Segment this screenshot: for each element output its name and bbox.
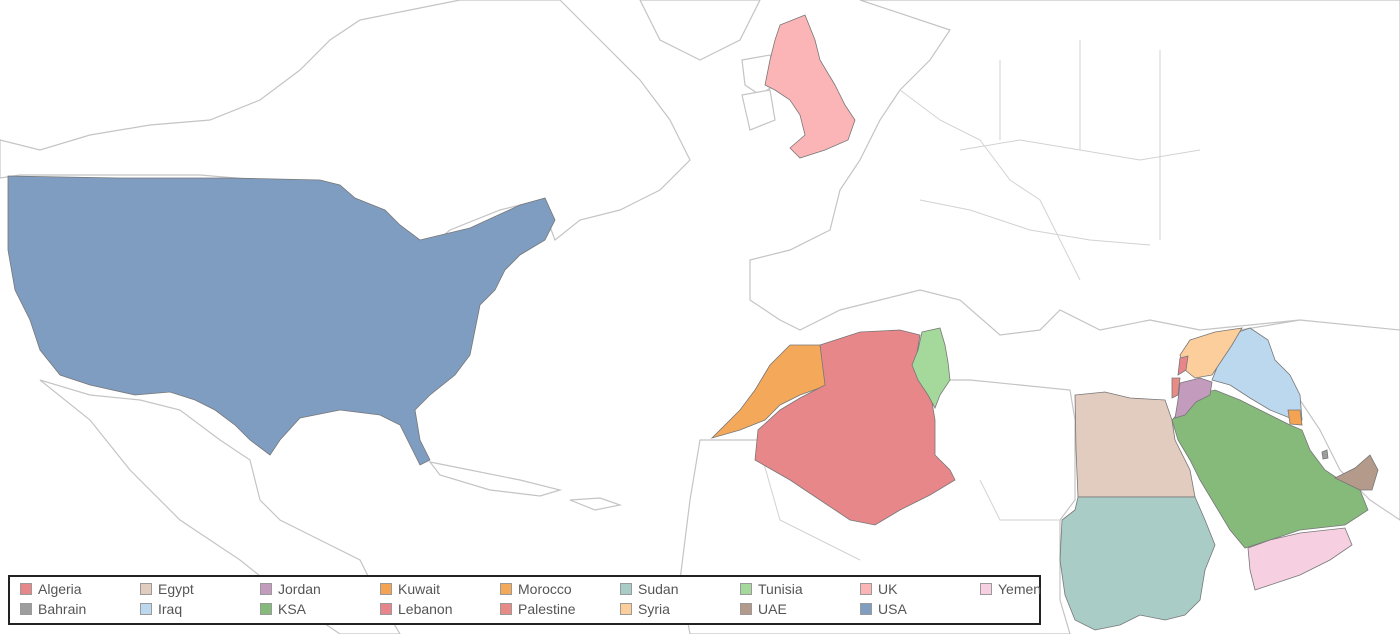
uk-region[interactable] <box>764 14 856 159</box>
legend-item-morocco[interactable]: Morocco <box>500 580 572 598</box>
legend-label: Palestine <box>518 601 576 617</box>
kuwait-region[interactable] <box>1287 409 1303 426</box>
legend-item-iraq[interactable]: Iraq <box>140 600 182 618</box>
legend-label: USA <box>878 601 907 617</box>
legend-label: Iraq <box>158 601 183 617</box>
usa-region[interactable] <box>7 175 556 466</box>
legend: Algeria Egypt Jordan Kuwait Morocco Sudan Tuni… <box>8 575 1041 625</box>
legend-swatch <box>260 583 272 595</box>
legend-swatch <box>500 583 512 595</box>
legend-item-uk[interactable]: UK <box>860 580 897 598</box>
legend-item-tunisia[interactable]: Tunisia <box>740 580 803 598</box>
legend-label: UAE <box>758 601 787 617</box>
legend-swatch <box>500 603 512 615</box>
legend-swatch <box>740 583 752 595</box>
lebanon-region[interactable] <box>1177 355 1189 376</box>
legend-item-jordan[interactable]: Jordan <box>260 580 321 598</box>
ksa-region[interactable] <box>1171 389 1369 549</box>
legend-item-usa[interactable]: USA <box>860 600 907 618</box>
legend-label: KSA <box>278 601 307 617</box>
legend-label: Algeria <box>38 581 82 597</box>
legend-item-egypt[interactable]: Egypt <box>140 580 194 598</box>
legend-swatch <box>20 583 32 595</box>
legend-label: Sudan <box>638 581 679 597</box>
legend-label: Syria <box>638 601 670 617</box>
legend-label: Tunisia <box>758 581 803 597</box>
yemen-region[interactable] <box>1247 527 1353 591</box>
legend-item-uae[interactable]: UAE <box>740 600 787 618</box>
legend-swatch <box>20 603 32 615</box>
legend-item-syria[interactable]: Syria <box>620 600 670 618</box>
tunisia-region[interactable] <box>911 327 951 409</box>
legend-label: Kuwait <box>398 581 441 597</box>
legend-label: Yemen <box>998 581 1042 597</box>
legend-item-palestine[interactable]: Palestine <box>500 600 576 618</box>
legend-label: Egypt <box>158 581 194 597</box>
legend-label: UK <box>878 581 898 597</box>
countries <box>7 14 1379 631</box>
legend-label: Jordan <box>278 581 321 597</box>
legend-swatch <box>260 603 272 615</box>
legend-swatch <box>140 603 152 615</box>
jordan-region[interactable] <box>1174 377 1213 419</box>
bahrain-region[interactable] <box>1321 449 1329 460</box>
legend-item-yemen[interactable]: Yemen <box>980 580 1041 598</box>
legend-swatch <box>380 603 392 615</box>
legend-item-sudan[interactable]: Sudan <box>620 580 678 598</box>
legend-item-bahrain[interactable]: Bahrain <box>20 600 86 618</box>
legend-swatch <box>980 583 992 595</box>
legend-label: Lebanon <box>398 601 453 617</box>
sudan-region[interactable] <box>1059 496 1216 631</box>
algeria-region[interactable] <box>754 329 956 526</box>
legend-swatch <box>620 603 632 615</box>
legend-item-lebanon[interactable]: Lebanon <box>380 600 453 618</box>
palestine-region[interactable] <box>1171 377 1181 399</box>
legend-swatch <box>380 583 392 595</box>
legend-label: Morocco <box>518 581 572 597</box>
legend-swatch <box>740 603 752 615</box>
legend-label: Bahrain <box>38 601 87 617</box>
uae-region[interactable] <box>1334 454 1379 491</box>
legend-swatch <box>860 603 872 615</box>
legend-swatch <box>140 583 152 595</box>
legend-item-algeria[interactable]: Algeria <box>20 580 82 598</box>
legend-item-kuwait[interactable]: Kuwait <box>380 580 440 598</box>
legend-swatch <box>860 583 872 595</box>
legend-swatch <box>620 583 632 595</box>
legend-item-ksa[interactable]: KSA <box>260 600 306 618</box>
